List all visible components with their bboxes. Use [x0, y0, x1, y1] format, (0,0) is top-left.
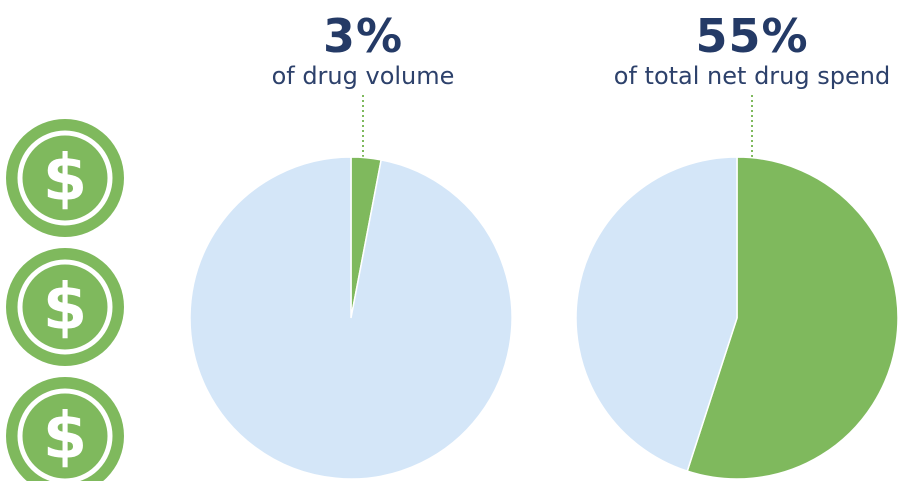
pie-chart-net-spend: 55% of total net drug spend [575, 9, 899, 480]
dollar-sign: $ [43, 142, 88, 216]
dollar-sign: $ [43, 271, 88, 345]
dollar-coin-icon: $ [6, 377, 124, 481]
dollar-coin-icon: $ [6, 248, 124, 366]
dollar-coin-icon: $ [6, 119, 124, 237]
pie-slice-0 [686, 156, 899, 480]
pie-slice-1 [575, 156, 738, 473]
pie-slice-1 [189, 156, 513, 480]
pie-chart-drug-volume: 3% of drug volume [189, 9, 513, 480]
pie-slices [575, 156, 899, 480]
pie-slices [189, 156, 513, 480]
chart-subtitle: of total net drug spend [614, 62, 890, 90]
dollar-icons-column: $ $ $ [6, 119, 124, 481]
chart-title: 55% [695, 9, 808, 63]
dollar-sign: $ [43, 400, 88, 474]
chart-subtitle: of drug volume [272, 62, 455, 90]
chart-title: 3% [323, 9, 403, 63]
